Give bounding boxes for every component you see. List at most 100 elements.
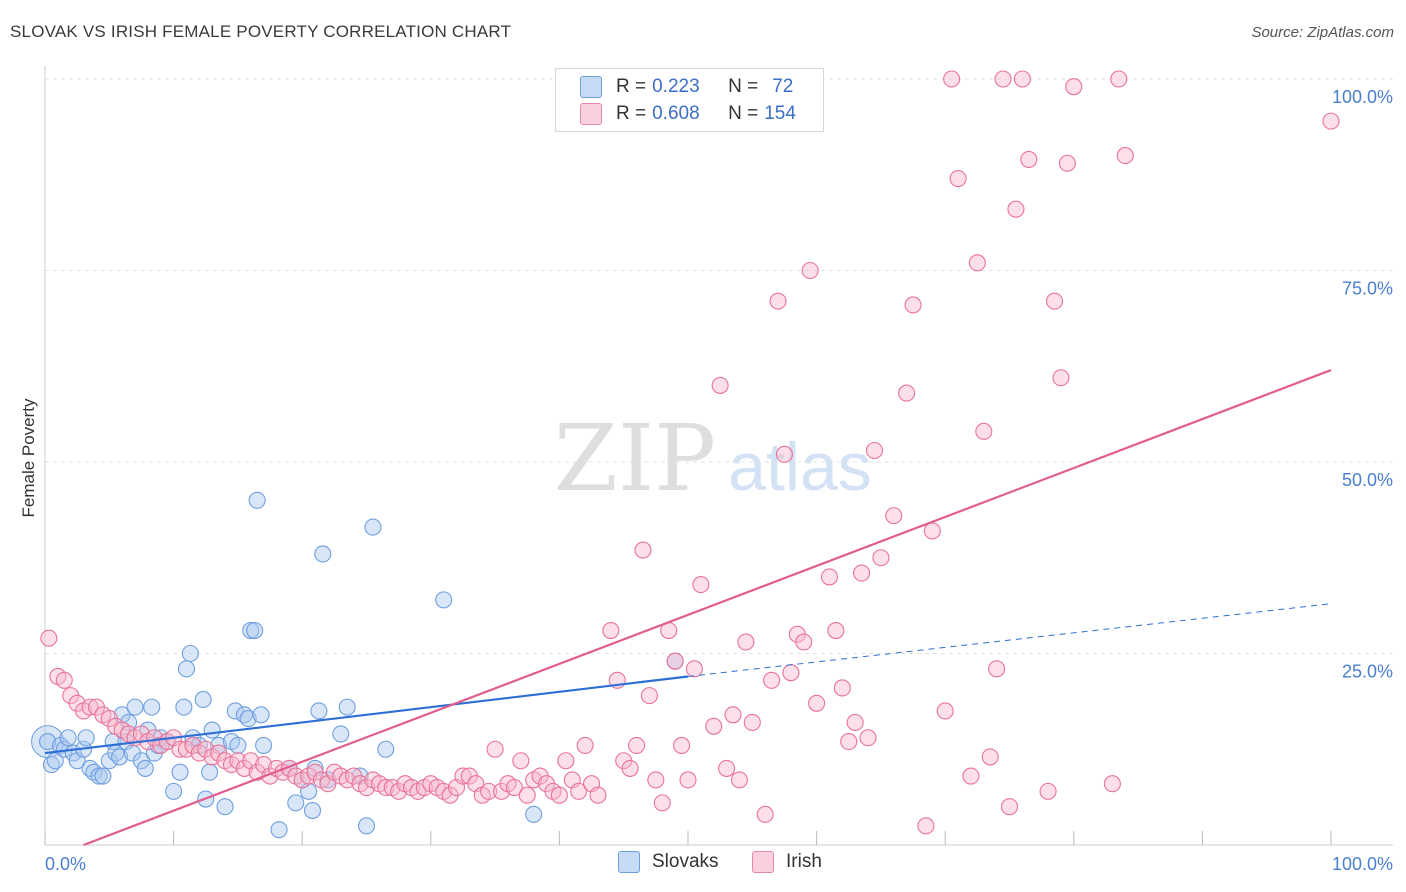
irish-point bbox=[1110, 70, 1128, 88]
slovaks-point bbox=[77, 729, 95, 747]
n-value: 154 bbox=[764, 103, 796, 124]
legend-item-irish: Irish bbox=[752, 851, 822, 873]
irish-point bbox=[377, 778, 395, 797]
irish-point bbox=[756, 805, 774, 823]
irish-legend-label: Irish bbox=[786, 851, 822, 872]
irish-point bbox=[885, 507, 903, 525]
slovaks-point bbox=[136, 759, 154, 777]
irish-point bbox=[1103, 775, 1121, 793]
y-tick-label: 100.0% bbox=[1332, 87, 1393, 107]
slovaks-point bbox=[239, 710, 257, 728]
slovaks-point bbox=[242, 621, 260, 640]
irish-point bbox=[840, 733, 858, 751]
source-label: Source: ZipAtlas.com bbox=[1251, 24, 1394, 41]
slovaks-point bbox=[216, 798, 234, 816]
slovaks-point bbox=[287, 794, 305, 812]
irish-swatch bbox=[580, 103, 602, 125]
irish-point bbox=[692, 576, 710, 594]
irish-point bbox=[557, 752, 575, 770]
chart-title: SLOVAK VS IRISH FEMALE POVERTY CORRELATI… bbox=[10, 22, 512, 41]
slovaks-point bbox=[377, 740, 395, 758]
irish-point bbox=[576, 736, 594, 754]
irish-point bbox=[55, 671, 73, 689]
tick-labels: 25.0% 50.0% 75.0% 100.0% 0.0% 100.0% bbox=[45, 87, 1393, 874]
irish-point bbox=[480, 782, 498, 800]
r-value: 0.608 bbox=[652, 103, 700, 124]
irish-point bbox=[486, 740, 504, 758]
irish-point bbox=[602, 621, 620, 640]
irish-point bbox=[512, 752, 530, 770]
irish-point bbox=[1322, 112, 1340, 130]
irish-point bbox=[1020, 150, 1038, 168]
irish-point bbox=[820, 568, 839, 586]
slovaks-point bbox=[364, 518, 382, 536]
slovaks-swatch bbox=[580, 76, 602, 98]
irish-point bbox=[865, 441, 884, 460]
irish-point bbox=[730, 771, 748, 789]
irish-point bbox=[711, 376, 729, 394]
irish-point bbox=[833, 679, 851, 697]
irish-point bbox=[1039, 782, 1057, 800]
irish-point bbox=[949, 170, 967, 188]
trend-lines bbox=[44, 369, 1332, 847]
irish-legend-swatch bbox=[752, 851, 774, 873]
n-value: 72 bbox=[772, 76, 794, 97]
y-tick-label: 50.0% bbox=[1342, 470, 1393, 490]
slovaks-point bbox=[338, 698, 356, 716]
slovaks-point bbox=[171, 763, 189, 781]
irish-point bbox=[634, 541, 652, 559]
slovaks-point bbox=[126, 698, 144, 716]
irish-point bbox=[621, 759, 639, 777]
slovaks-point bbox=[90, 767, 108, 785]
slovaks-point bbox=[201, 763, 219, 781]
irish-point bbox=[968, 254, 986, 272]
watermark-zip: ZIP bbox=[554, 405, 716, 512]
x-tick-label: 0.0% bbox=[45, 854, 86, 874]
irish-point bbox=[1058, 154, 1076, 172]
irish-point bbox=[1052, 369, 1070, 387]
irish-point bbox=[1013, 70, 1031, 88]
stats-legend: R = 0.223 N = 72 R = 0.608 N = 154 bbox=[555, 68, 824, 132]
slovaks-point bbox=[435, 591, 453, 609]
irish-point bbox=[769, 292, 787, 310]
slovaks-point bbox=[177, 660, 196, 678]
slovaks-point bbox=[194, 690, 212, 709]
irish-point bbox=[1007, 200, 1025, 218]
legend-row-irish: R = 0.608 N = 154 bbox=[580, 101, 796, 127]
slovaks-point bbox=[229, 736, 247, 754]
irish-point bbox=[743, 713, 761, 731]
irish-point bbox=[962, 767, 980, 785]
irish-point bbox=[679, 771, 697, 789]
slovaks-point bbox=[175, 698, 193, 716]
irish-point bbox=[628, 736, 646, 754]
slovaks-points bbox=[31, 491, 684, 839]
irish-point bbox=[795, 633, 813, 651]
irish-point bbox=[898, 384, 916, 402]
slovaks-point bbox=[357, 817, 376, 835]
irish-point bbox=[550, 786, 568, 804]
slovaks-legend-label: Slovaks bbox=[652, 851, 719, 872]
irish-trend-line bbox=[83, 369, 1332, 847]
irish-point bbox=[775, 445, 794, 463]
irish-point bbox=[763, 671, 781, 689]
irish-point bbox=[570, 782, 588, 800]
irish-point bbox=[872, 549, 890, 567]
irish-point bbox=[904, 296, 922, 314]
irish-point bbox=[917, 817, 935, 835]
irish-point bbox=[505, 778, 523, 797]
axes bbox=[44, 66, 1393, 846]
irish-point bbox=[988, 660, 1006, 678]
irish-point bbox=[40, 629, 58, 647]
watermark: ZIP atlas bbox=[554, 405, 872, 512]
irish-point bbox=[859, 729, 877, 747]
grid-lines bbox=[45, 78, 1393, 654]
slovaks-point bbox=[246, 621, 264, 640]
irish-point bbox=[673, 736, 691, 754]
irish-point bbox=[653, 794, 671, 812]
y-tick-label: 25.0% bbox=[1342, 662, 1393, 682]
slovaks-point bbox=[59, 729, 77, 747]
slovaks-legend-swatch bbox=[618, 851, 640, 873]
irish-point bbox=[1116, 147, 1134, 165]
irish-point bbox=[737, 633, 755, 651]
irish-point bbox=[994, 70, 1012, 88]
